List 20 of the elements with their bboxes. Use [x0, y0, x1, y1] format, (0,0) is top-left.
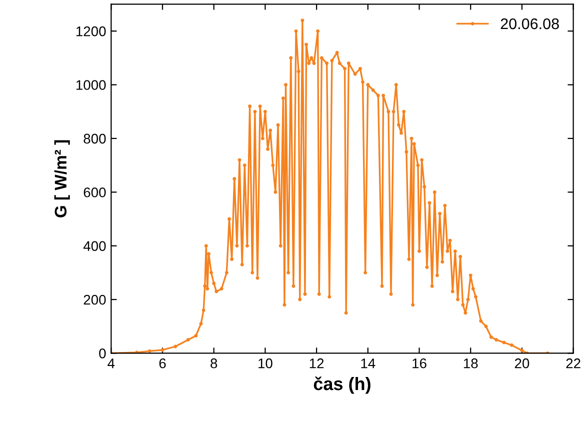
x-tick-label: 10: [258, 358, 272, 368]
y-tick-label: 1200: [76, 26, 106, 36]
x-axis-title: čas (h): [314, 376, 370, 394]
x-tick-label: 4: [108, 358, 115, 368]
y-tick-label: 600: [84, 187, 106, 198]
y-tick-label: 1000: [76, 80, 106, 90]
y-tick-label: 200: [84, 294, 106, 305]
y-tick-label: 800: [84, 134, 106, 144]
x-tick-label: 8: [210, 358, 218, 368]
x-tick-label: 16: [412, 358, 426, 368]
x-tick-label: 12: [310, 358, 324, 368]
x-tick-label: 20: [514, 358, 530, 368]
y-axis-title: G [ W/m² ]: [54, 140, 70, 218]
x-tick-label: 6: [159, 358, 166, 368]
y-tick-label: 0: [99, 348, 106, 358]
legend-label: 20.06.08: [500, 18, 559, 30]
x-tick-label: 18: [464, 358, 478, 368]
y-tick-label: 400: [83, 241, 106, 251]
x-tick-label: 22: [566, 358, 580, 368]
x-tick-label: 14: [361, 358, 376, 368]
